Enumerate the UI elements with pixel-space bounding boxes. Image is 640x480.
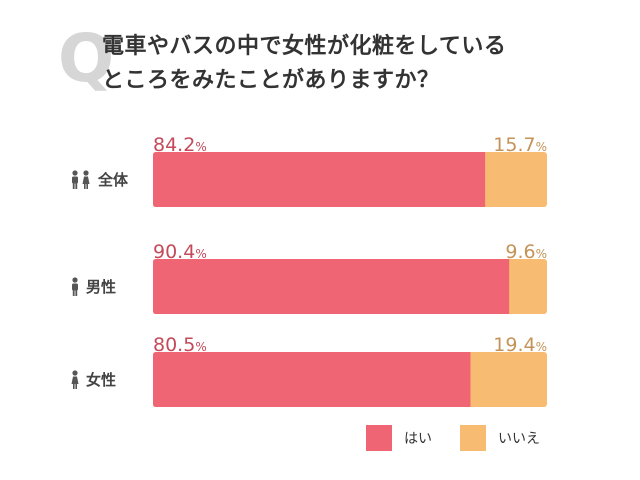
value-label-yes-men: 90.4% xyxy=(153,241,207,263)
legend-item-yes: はい xyxy=(366,425,432,451)
legend-swatch-no xyxy=(460,425,486,451)
row-label-women: 女性 xyxy=(70,368,150,392)
legend-label-yes: はい xyxy=(404,431,432,447)
bar-no-women xyxy=(153,352,547,407)
row-label-men: 男性 xyxy=(70,275,150,299)
question-line-2: ところをみたことがありますか？ xyxy=(102,68,440,93)
question-line-1: 電車やバスの中で女性が化粧をしている xyxy=(102,34,507,59)
question-title: 電車やバスの中で女性が化粧をしている ところをみたことがありますか？ xyxy=(102,30,572,98)
bar-no-men xyxy=(153,259,547,314)
legend-label-no: いいえ xyxy=(498,431,540,447)
value-label-yes-all: 84.2% xyxy=(153,134,207,156)
woman-icon xyxy=(71,369,79,389)
row-label-all: 全体 xyxy=(70,168,150,192)
people-icon xyxy=(72,169,90,189)
value-label-no-women: 19.4% xyxy=(493,334,547,356)
man-icon xyxy=(72,276,78,296)
row-label-text: 男性 xyxy=(86,278,117,296)
bar-yes-men xyxy=(153,259,510,314)
row-label-text: 全体 xyxy=(98,171,129,189)
legend-swatch-yes xyxy=(366,425,392,451)
value-label-yes-women: 80.5% xyxy=(153,334,207,356)
bar-yes-all xyxy=(153,152,486,207)
value-label-no-all: 15.7% xyxy=(493,134,547,156)
row-label-text: 女性 xyxy=(86,371,117,389)
bar-yes-women xyxy=(153,352,471,407)
q-mark: Q xyxy=(58,20,115,97)
value-label-no-men: 9.6% xyxy=(505,241,547,263)
legend-item-no: いいえ xyxy=(460,425,540,451)
bar-no-all xyxy=(153,152,547,207)
